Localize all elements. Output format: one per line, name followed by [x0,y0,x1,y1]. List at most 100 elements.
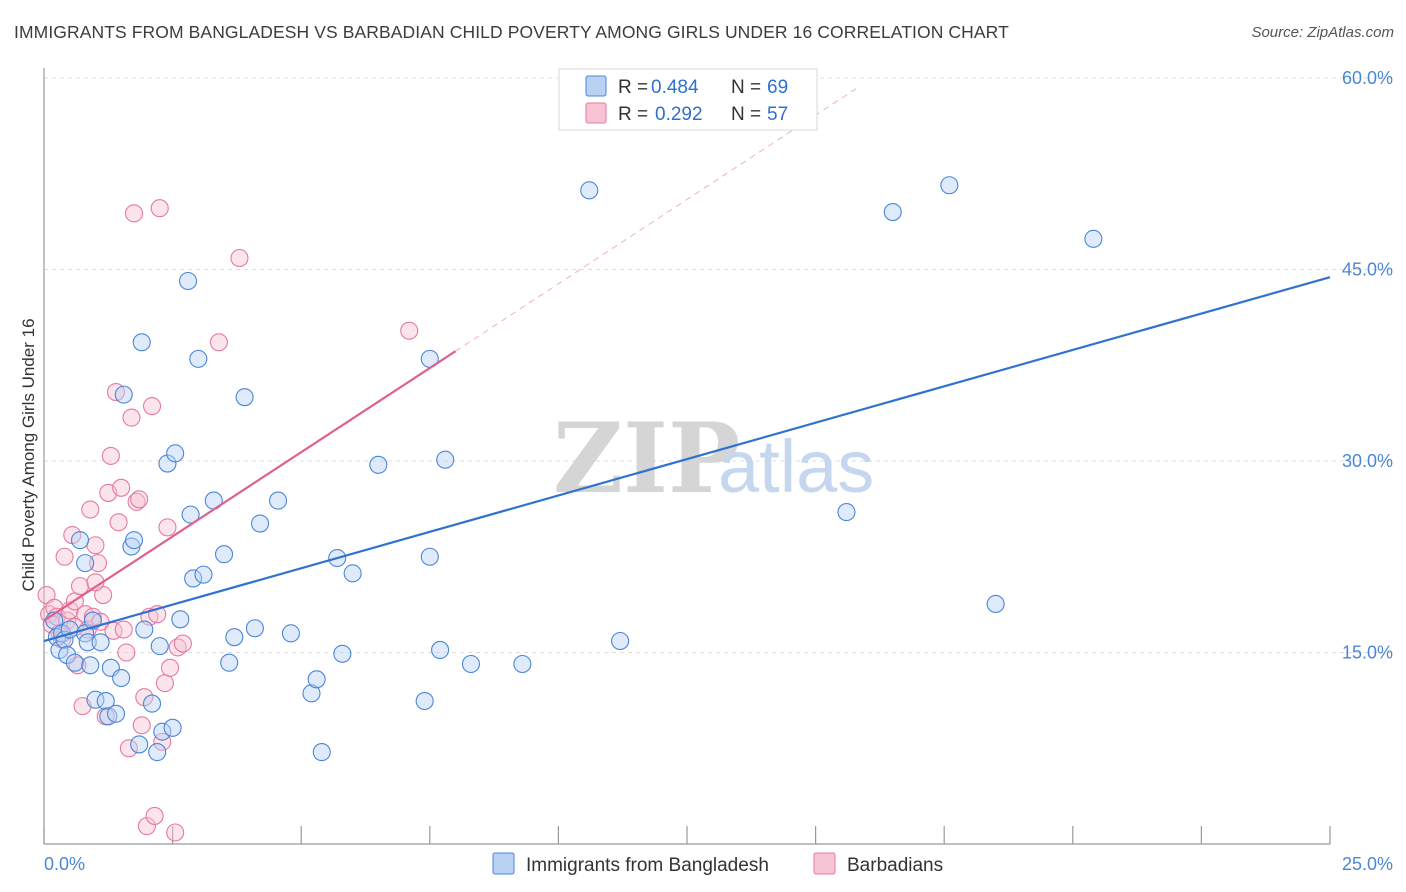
point-barbadian-44 [150,199,169,218]
bottom-legend-swatch-pink [813,852,836,875]
bottom-legend-label-pink: Barbadians [847,855,943,876]
point-bangladesh-49 [302,684,321,703]
point-bangladesh-46 [250,514,270,533]
point-bangladesh-41 [214,545,234,564]
legend-n-value-2: 57 [767,104,788,125]
point-bangladesh-43 [225,628,244,647]
point-bangladesh-67 [940,176,959,195]
point-bangladesh-21 [114,385,133,404]
legend: R = 0.484 N = 69 R = 0.292 N = 57 [558,68,818,131]
point-barbadian-13 [70,577,90,596]
point-barbadian-52 [209,333,228,352]
point-bangladesh-56 [415,691,434,711]
trend-lines [43,87,1331,643]
legend-n-label-1: N = [731,77,761,98]
point-bangladesh-47 [269,491,288,510]
point-bangladesh-34 [171,610,190,629]
point-bangladesh-24 [130,735,149,754]
point-bangladesh-16 [96,691,115,711]
point-barbadian-49 [166,823,185,842]
point-barbadian-20 [88,554,108,573]
point-bangladesh-69 [1084,229,1103,248]
watermark-zip: ZIP [553,402,740,515]
point-barbadian-53 [230,248,249,268]
point-bangladesh-27 [142,694,162,713]
point-barbadian-33 [122,408,141,427]
point-barbadian-41 [142,397,162,416]
point-barbadian-30 [114,620,133,639]
watermark: ZIP atlas [553,402,874,515]
point-bangladesh-53 [333,644,352,663]
point-bangladesh-6 [60,620,79,639]
point-barbadian-48 [160,658,180,677]
point-barbadian-51 [173,634,192,653]
point-bangladesh-5 [58,646,77,665]
point-barbadian-45 [153,732,172,751]
bottom-legend-label-blue: Immigrants from Bangladesh [526,855,769,876]
legend-swatch-blue [585,75,607,97]
point-bangladesh-45 [245,619,264,638]
point-bangladesh-63 [580,181,599,200]
point-bangladesh-32 [163,718,182,737]
point-barbadian-34 [124,204,144,223]
legend-r-value-2: 0.292 [655,104,703,125]
watermark-atlas: atlas [718,425,874,508]
point-barbadian-42 [145,806,164,825]
point-barbadian-19 [86,536,105,555]
point-barbadian-17 [81,500,100,519]
x-tick-label-0: 0.0% [44,854,85,874]
trend-extension-barbadian [455,87,858,352]
chart-title: IMMIGRANTS FROM BANGLADESH VS BARBADIAN … [14,22,1009,42]
point-bangladesh-61 [461,654,481,674]
point-bangladesh-36 [181,505,200,524]
point-bangladesh-48 [281,624,300,643]
point-bangladesh-68 [986,594,1005,614]
point-bangladesh-13 [83,611,102,630]
point-bangladesh-65 [837,503,856,522]
point-bangladesh-7 [65,653,84,672]
y-tick-label-1: 30.0% [1342,451,1393,471]
point-bangladesh-19 [106,704,126,723]
point-bangladesh-12 [81,656,100,675]
point-bangladesh-42 [220,653,239,672]
point-bangladesh-62 [513,654,532,674]
point-bangladesh-26 [135,620,154,639]
point-bangladesh-60 [436,450,455,469]
legend-r-label-1: R = [618,77,648,98]
point-bangladesh-37 [184,569,203,588]
point-bangladesh-33 [166,444,185,463]
point-bangladesh-25 [132,333,151,352]
point-barbadian-37 [132,716,151,735]
point-barbadian-35 [127,492,146,511]
point-bangladesh-55 [369,455,388,474]
point-bangladesh-66 [883,203,902,222]
point-bangladesh-38 [189,349,208,368]
point-barbadian-47 [158,518,177,537]
point-barbadian-32 [119,739,138,758]
point-bangladesh-35 [178,271,198,291]
trend-line-barbadian [43,350,457,622]
point-barbadian-36 [130,490,149,509]
point-bangladesh-64 [611,631,630,651]
point-bangladesh-9 [76,554,95,573]
point-barbadian-54 [400,321,419,340]
point-barbadian-7 [55,547,74,566]
point-bangladesh-54 [343,564,362,583]
point-bangladesh-51 [312,743,331,762]
legend-r-value-1: 0.484 [651,77,699,98]
gridlines [44,77,1392,653]
y-axis-label: Child Poverty Among Girls Under 16 [19,318,38,591]
point-barbadian-29 [112,478,131,497]
y-tick-label-0: 15.0% [1342,643,1393,663]
point-barbadian-28 [109,513,128,532]
point-bangladesh-28 [148,743,167,762]
point-barbadian-25 [101,446,120,465]
bottom-legend-swatch-blue [492,852,515,875]
point-bangladesh-44 [235,388,254,407]
y-tick-label-2: 45.0% [1342,260,1393,280]
point-bangladesh-30 [153,722,172,741]
legend-n-label-2: N = [731,104,761,125]
tick-labels: 15.0% 30.0% 45.0% 60.0% 0.0% 25.0% [44,68,1393,874]
legend-swatch-pink [585,102,607,124]
